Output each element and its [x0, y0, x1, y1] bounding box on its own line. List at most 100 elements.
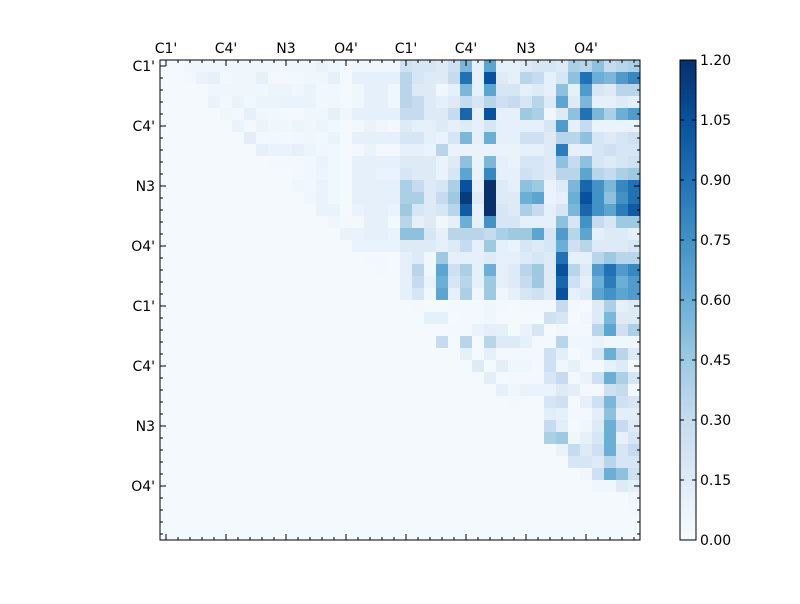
heatmap-cell [208, 516, 221, 529]
heatmap-cell [628, 72, 641, 85]
heatmap-cell [424, 204, 437, 217]
heatmap-cell [436, 120, 449, 133]
heatmap-cell [532, 96, 545, 109]
heatmap-cell [256, 180, 269, 193]
heatmap-cell [424, 156, 437, 169]
heatmap-cell [556, 324, 569, 337]
heatmap-cell [508, 168, 521, 181]
heatmap-cell [556, 168, 569, 181]
heatmap-cell [568, 96, 581, 109]
heatmap-cell [532, 348, 545, 361]
heatmap-cell [196, 396, 209, 409]
heatmap-cell [532, 264, 545, 277]
heatmap-cell [472, 432, 485, 445]
heatmap-cell [544, 180, 557, 193]
heatmap-cell [160, 408, 173, 421]
heatmap-cell [292, 216, 305, 229]
heatmap-cell [184, 288, 197, 301]
heatmap-cell [364, 84, 377, 97]
heatmap-cell [484, 180, 497, 193]
heatmap-cell [376, 348, 389, 361]
heatmap-cell [268, 120, 281, 133]
heatmap-cell [352, 108, 365, 121]
heatmap-cell [448, 240, 461, 253]
heatmap-cell [184, 156, 197, 169]
heatmap-cell [496, 156, 509, 169]
heatmap-cell [424, 480, 437, 493]
heatmap-cell [232, 252, 245, 265]
heatmap-cell [280, 204, 293, 217]
heatmap-cell [220, 396, 233, 409]
heatmap-cell [172, 348, 185, 361]
heatmap-cell [508, 456, 521, 469]
heatmap-cell [244, 192, 257, 205]
heatmap-cell [544, 252, 557, 265]
heatmap-cell [496, 468, 509, 481]
heatmap-cell [520, 84, 533, 97]
heatmap-cell [268, 168, 281, 181]
heatmap-cell [448, 60, 461, 73]
heatmap-cell [532, 168, 545, 181]
heatmap-cell [460, 348, 473, 361]
heatmap-cell [580, 252, 593, 265]
heatmap-cell [568, 396, 581, 409]
heatmap-cell [400, 480, 413, 493]
heatmap-cell [460, 84, 473, 97]
heatmap-cell [364, 156, 377, 169]
heatmap-cell [160, 516, 173, 529]
heatmap-cell [232, 444, 245, 457]
heatmap-cell [520, 216, 533, 229]
heatmap-cell [448, 120, 461, 133]
y-tick-label: N3 [136, 179, 155, 195]
heatmap-cell [232, 348, 245, 361]
heatmap-cell [316, 348, 329, 361]
heatmap-cell [472, 96, 485, 109]
heatmap-cell [244, 384, 257, 397]
heatmap-cell [364, 300, 377, 313]
heatmap-cell [496, 192, 509, 205]
heatmap-cell [412, 144, 425, 157]
heatmap-cell [508, 492, 521, 505]
heatmap-cell [508, 528, 521, 541]
heatmap-cell [532, 516, 545, 529]
heatmap-cell [196, 276, 209, 289]
heatmap-cell [520, 180, 533, 193]
heatmap-cell [316, 372, 329, 385]
heatmap-cell [232, 288, 245, 301]
heatmap-cell [508, 132, 521, 145]
heatmap-cell [592, 96, 605, 109]
heatmap-cell [388, 120, 401, 133]
heatmap-cell [532, 408, 545, 421]
heatmap-cell [304, 252, 317, 265]
heatmap-cell [544, 420, 557, 433]
heatmap-cell [544, 156, 557, 169]
heatmap-cell [268, 180, 281, 193]
heatmap-cell [172, 72, 185, 85]
heatmap-cell [328, 168, 341, 181]
heatmap-cell [268, 432, 281, 445]
heatmap-cell [256, 144, 269, 157]
heatmap-cell [292, 168, 305, 181]
heatmap-cell [580, 444, 593, 457]
heatmap-cell [304, 396, 317, 409]
heatmap-cell [364, 72, 377, 85]
heatmap-cell [172, 516, 185, 529]
heatmap-cell [280, 312, 293, 325]
heatmap-cell [616, 360, 629, 373]
heatmap-cell [424, 384, 437, 397]
heatmap-cell [232, 504, 245, 517]
heatmap-cell [448, 144, 461, 157]
heatmap-cell [484, 132, 497, 145]
heatmap-cell [580, 336, 593, 349]
heatmap-cell [436, 204, 449, 217]
heatmap-cell [304, 216, 317, 229]
heatmap-cell [448, 420, 461, 433]
heatmap-cell [376, 480, 389, 493]
heatmap-cell [484, 408, 497, 421]
heatmap-cell [520, 348, 533, 361]
heatmap-cell [340, 120, 353, 133]
heatmap-cell [556, 516, 569, 529]
heatmap-cell [436, 228, 449, 241]
heatmap-cell [544, 240, 557, 253]
heatmap-cell [436, 192, 449, 205]
